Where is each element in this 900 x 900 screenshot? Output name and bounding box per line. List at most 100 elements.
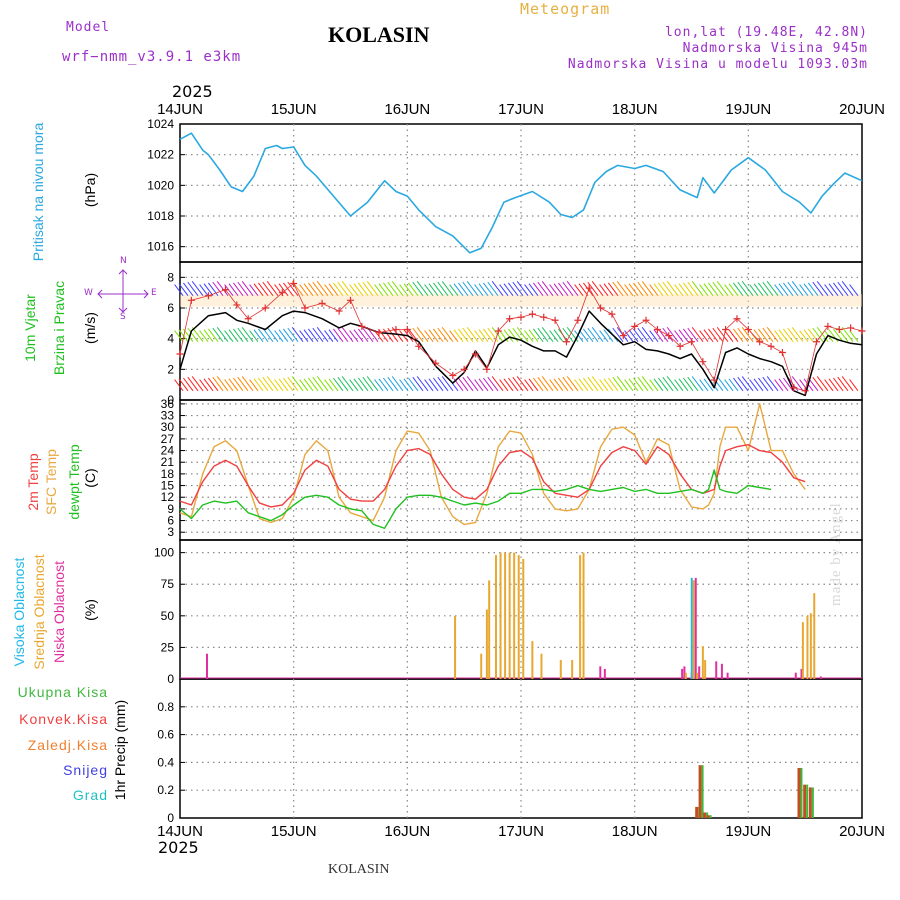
- wind-barb: [599, 330, 609, 343]
- wind-barb: [449, 330, 459, 343]
- wind-barb: [662, 281, 674, 297]
- year-top: 2025: [172, 82, 213, 101]
- y-tick-label-temp: 9: [167, 502, 174, 516]
- wind-barb: [482, 377, 494, 392]
- wind-barb: [591, 327, 604, 343]
- precip-conv-bar: [695, 806, 699, 818]
- wind-barb: [733, 328, 744, 343]
- date-label-top: 19JUN: [725, 101, 771, 118]
- wind-barb: [633, 377, 644, 392]
- wind-barb: [203, 329, 214, 343]
- wind-barb: [549, 379, 559, 392]
- precip-legend-snow: Snijeg: [63, 762, 108, 778]
- wind-barb: [562, 376, 574, 392]
- wind-gust-marker: [790, 384, 798, 392]
- wind-barb: [378, 329, 389, 343]
- wind-barb: [262, 376, 274, 392]
- wind-barb: [399, 330, 409, 343]
- precip-total-bar: [811, 787, 814, 818]
- wind-barb: [628, 378, 639, 392]
- wind-gust-marker: [722, 325, 730, 333]
- wind-barb: [507, 328, 519, 343]
- wind-barb: [833, 282, 844, 297]
- wind-barb: [787, 281, 799, 297]
- y-tick-label-pressure: 1016: [147, 240, 174, 254]
- wind-barb: [424, 379, 434, 392]
- wind-gust-marker: [642, 316, 650, 324]
- wind-barb: [357, 328, 369, 343]
- wind-barb: [474, 330, 484, 343]
- precip-total-bar: [806, 784, 809, 818]
- compass-arrows: [97, 269, 149, 313]
- wind-barb: [503, 283, 514, 297]
- wind-barb: [641, 376, 654, 392]
- wind-barb: [658, 282, 669, 297]
- wind-barb: [649, 284, 659, 297]
- wind-barb: [778, 329, 789, 343]
- wind-barb: [341, 376, 354, 392]
- wind-gust-marker: [813, 338, 821, 346]
- wind-barb: [791, 327, 804, 343]
- wind-gust-marker: [699, 358, 707, 366]
- wind-barb: [583, 282, 594, 297]
- wind-gust-marker: [392, 325, 400, 333]
- wind-barb: [774, 379, 784, 392]
- wind-gust-marker: [801, 387, 809, 395]
- wind-barb: [649, 330, 659, 343]
- wind-barb: [487, 327, 499, 343]
- panel-frame-cloud: [179, 539, 863, 680]
- precip-legend-hail: Grad: [72, 787, 108, 803]
- wind-barb: [299, 284, 309, 297]
- wind-barb: [287, 376, 299, 392]
- wind-barb: [587, 327, 599, 343]
- wind-barb: [312, 281, 324, 297]
- wind-barb: [312, 376, 324, 392]
- wind-barb: [462, 327, 474, 343]
- wind-barb: [437, 376, 449, 392]
- wind-barb: [174, 284, 184, 297]
- wind-barb: [432, 328, 444, 343]
- wind-barb: [212, 281, 224, 297]
- wind-barb: [549, 284, 559, 297]
- wind-barb: [637, 376, 649, 392]
- wind-barb: [249, 330, 259, 343]
- precip-conv-bar: [808, 787, 812, 818]
- wind-barb: [537, 281, 549, 297]
- wind-barb: [537, 376, 549, 392]
- wind-barb: [633, 328, 644, 343]
- wind-barb: [428, 283, 439, 297]
- wind-barb: [687, 327, 699, 343]
- wind-barb: [474, 379, 484, 392]
- wind-barb: [824, 379, 834, 392]
- date-label-bottom: 15JUN: [271, 823, 317, 840]
- wind-barb: [241, 376, 254, 392]
- wind-barb: [687, 376, 699, 392]
- footer-station: KOLASIN: [328, 862, 390, 877]
- wind-barb: [553, 283, 564, 297]
- wind-barb: [416, 281, 429, 297]
- wind-barb: [199, 330, 209, 343]
- wind-barb: [328, 283, 339, 297]
- wind-barb: [316, 376, 329, 392]
- wind-barb: [178, 378, 189, 392]
- wind-gust-marker: [756, 338, 764, 346]
- wind-barb: [528, 378, 539, 392]
- wind-barb: [478, 329, 489, 343]
- y-tick-label-temp: 33: [161, 409, 175, 423]
- wind-barb: [633, 282, 644, 297]
- wind-barb: [778, 378, 789, 392]
- wind-barb: [203, 283, 214, 297]
- wind-barb: [449, 284, 459, 297]
- wind-barb: [549, 330, 559, 343]
- wind-barb: [812, 281, 824, 297]
- wind-gust-marker: [278, 289, 286, 297]
- wind-barb: [558, 377, 569, 392]
- wind-barb: [787, 327, 799, 343]
- wind-gust-marker: [744, 325, 752, 333]
- wind-barb: [566, 281, 579, 297]
- wind-barb: [716, 376, 729, 392]
- wind-barb: [457, 328, 469, 343]
- wind-barb: [758, 377, 769, 392]
- wind-barb: [708, 282, 719, 297]
- wind-barb: [562, 327, 574, 343]
